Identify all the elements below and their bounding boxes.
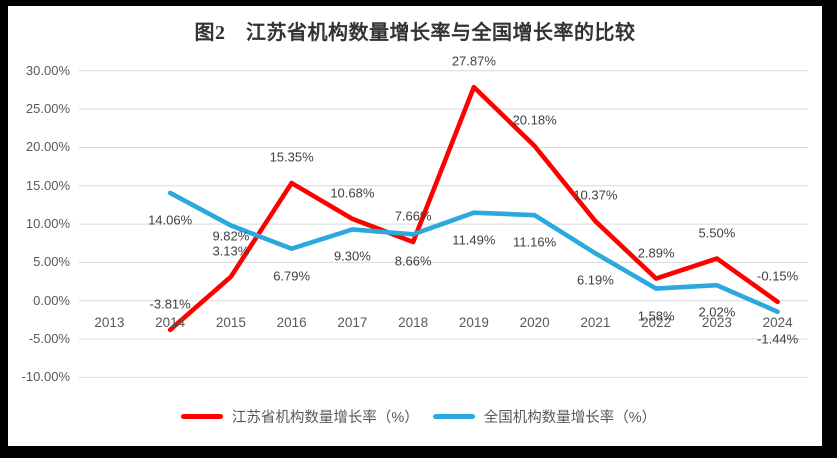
legend-item-jiangsu: 江苏省机构数量增长率（%） bbox=[180, 406, 419, 427]
data-label: 5.50% bbox=[698, 225, 736, 241]
jiangsu-line bbox=[167, 84, 780, 333]
data-label: 10.68% bbox=[330, 185, 375, 201]
national-line bbox=[167, 190, 780, 315]
y-tick-label: 10.00% bbox=[25, 216, 70, 232]
x-tick-label: 2019 bbox=[458, 315, 489, 330]
chart-background bbox=[8, 6, 822, 446]
data-label: -0.15% bbox=[757, 268, 799, 284]
y-tick-label: 5.00% bbox=[33, 254, 70, 270]
y-tick-label: 15.00% bbox=[25, 177, 70, 193]
y-tick-label: -5.00% bbox=[28, 331, 70, 346]
data-label: 10.37% bbox=[573, 187, 618, 203]
y-tick-label: 30.00% bbox=[25, 62, 70, 78]
data-label: 8.66% bbox=[394, 253, 432, 269]
x-tick-label: 2021 bbox=[580, 315, 611, 330]
data-label: 15.35% bbox=[269, 149, 314, 165]
x-tick-label: 2016 bbox=[276, 315, 307, 330]
y-tick-label: 25.00% bbox=[25, 101, 70, 117]
y-tick-label: 0.00% bbox=[33, 292, 70, 308]
x-tick-label: 2018 bbox=[398, 315, 429, 330]
data-label: 20.18% bbox=[512, 112, 557, 128]
data-label: -3.81% bbox=[149, 296, 191, 312]
data-label: 9.30% bbox=[333, 248, 371, 264]
legend-item-national: 全国机构数量增长率（%） bbox=[432, 406, 657, 427]
x-tick-label: 2017 bbox=[337, 315, 368, 330]
y-tick-label: -10.00% bbox=[21, 369, 70, 385]
y-tick-label: 20.00% bbox=[25, 139, 70, 155]
data-label: 6.79% bbox=[273, 268, 311, 284]
x-tick-label: 2014 bbox=[155, 315, 186, 330]
x-tick-label: 2023 bbox=[701, 315, 732, 330]
data-label: 1.58% bbox=[637, 308, 675, 324]
x-tick-label: 2015 bbox=[215, 315, 246, 330]
data-label: 6.19% bbox=[576, 272, 614, 288]
data-label: 2.02% bbox=[698, 304, 736, 320]
data-label: 2.89% bbox=[637, 245, 675, 261]
data-label: 9.82% bbox=[212, 228, 250, 244]
data-label: -1.44% bbox=[757, 331, 799, 347]
data-label: 27.87% bbox=[451, 53, 496, 69]
legend-label-national: 全国机构数量增长率（%） bbox=[483, 410, 657, 426]
national-line-swatch bbox=[432, 414, 475, 419]
data-label: 3.13% bbox=[212, 243, 250, 259]
jiangsu-line-swatch bbox=[180, 414, 223, 419]
x-tick-label: 2013 bbox=[94, 315, 125, 330]
data-label: 7.66% bbox=[394, 208, 432, 224]
legend-label-jiangsu: 江苏省机构数量增长率（%） bbox=[231, 410, 419, 426]
x-tick-label: 2020 bbox=[519, 315, 550, 330]
chart-title: 图2 江苏省机构数量增长率与全国增长率的比较 bbox=[194, 22, 636, 44]
x-tick-label: 2022 bbox=[641, 315, 672, 330]
legend: 江苏省机构数量增长率（%） 全国机构数量增长率（%） bbox=[0, 406, 837, 427]
data-label: 14.06% bbox=[148, 212, 193, 228]
x-tick-label: 2024 bbox=[762, 315, 793, 330]
data-label: 11.49% bbox=[452, 232, 496, 248]
data-label: 11.16% bbox=[513, 234, 557, 250]
